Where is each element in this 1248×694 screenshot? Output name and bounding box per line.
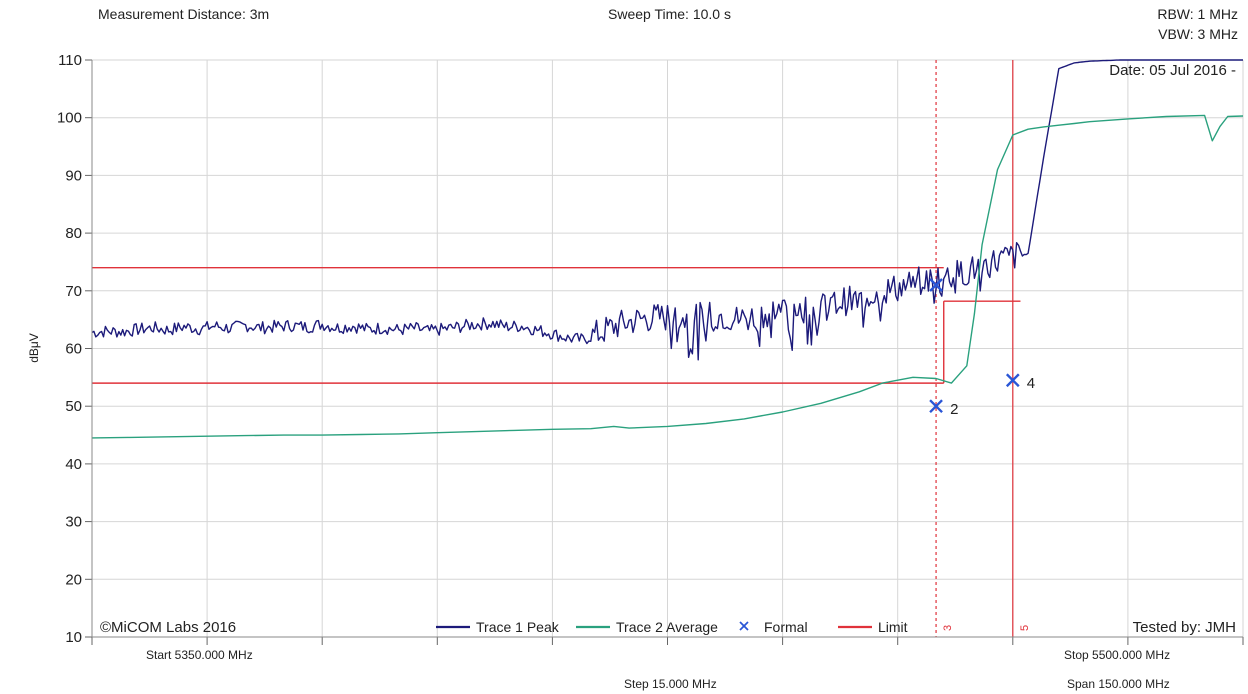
rbw-label: RBW: 1 MHz [1157, 6, 1238, 22]
measurement-distance-label: Measurement Distance: 3m [98, 6, 270, 22]
marker [929, 278, 943, 292]
legend-label: Limit [878, 619, 908, 635]
y-axis: 10 20 30 40 50 60 70 80 90 100 110 [57, 52, 1244, 646]
step-frequency-label: Step 15.000 MHz [624, 677, 717, 691]
legend-label: Trace 1 Peak [476, 619, 560, 635]
y-tick-label: 60 [65, 341, 82, 358]
y-tick-label: 10 [65, 629, 82, 646]
date-label: Date: 05 Jul 2016 - [1109, 62, 1236, 79]
vertical-marker-label: 3 [942, 625, 954, 631]
stop-frequency-label: Stop 5500.000 MHz [1064, 648, 1170, 662]
legend-label: Formal [764, 619, 808, 635]
marker-x-stroke [929, 278, 943, 292]
sweep-time-label: Sweep Time: 10.0 s [608, 6, 731, 22]
marker-label: 2 [950, 401, 958, 418]
marker-label: 4 [1027, 375, 1035, 392]
markers: 24 [929, 278, 1035, 418]
y-axis-label: dBμV [27, 333, 41, 363]
y-tick-label: 100 [57, 110, 82, 127]
series-lines [91, 59, 1244, 439]
y-tick-label: 70 [65, 283, 82, 300]
marker: 2 [929, 399, 958, 418]
limit-lines [92, 267, 1021, 384]
start-frequency-label: Start 5350.000 MHz [146, 648, 253, 662]
series-line [91, 114, 1244, 439]
legend: Trace 1 Peak Trace 2 Average Formal Limit [436, 619, 908, 635]
span-frequency-label: Span 150.000 MHz [1067, 677, 1170, 691]
marker: 4 [1005, 373, 1035, 392]
y-tick-label: 90 [65, 167, 82, 184]
copyright-label: ©MiCOM Labs 2016 [100, 619, 236, 636]
y-tick-label: 80 [65, 225, 82, 242]
vbw-label: VBW: 3 MHz [1158, 26, 1238, 42]
legend-label: Trace 2 Average [616, 619, 718, 635]
grid [91, 59, 1244, 638]
marker-x-stroke [929, 399, 943, 414]
y-tick-label: 20 [65, 571, 82, 588]
y-tick-label: 110 [58, 52, 82, 69]
y-tick-label: 40 [65, 456, 82, 473]
vertical-marker-label: 5 [1019, 625, 1031, 631]
y-tick-label: 30 [65, 514, 82, 531]
marker-x-stroke [1005, 373, 1020, 388]
series-line [91, 59, 1243, 361]
y-tick-label: 50 [65, 398, 82, 415]
legend-swatch [739, 621, 749, 631]
tested-by-label: Tested by: JMH [1133, 619, 1236, 636]
